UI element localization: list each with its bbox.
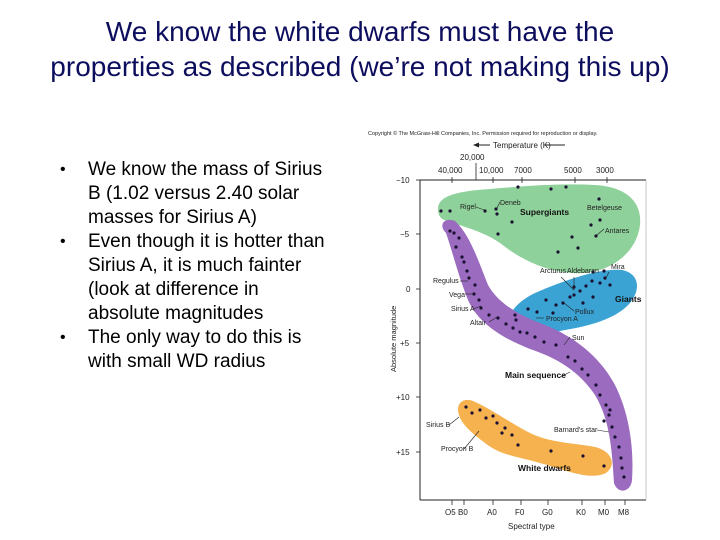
spectral-tick-b0: B0 xyxy=(458,508,468,517)
main-sequence-label: Main sequence xyxy=(505,370,566,380)
main-sequence-region xyxy=(442,219,633,491)
y-tick-plus10: +10 xyxy=(396,393,410,402)
star-label-aldebaran: Aldebaran xyxy=(567,268,599,275)
spectral-tick-f0: F0 xyxy=(515,508,525,517)
star-label-procyon-b: Procyon B xyxy=(441,446,474,453)
star-label-procyon-a: Procyon A xyxy=(546,316,578,323)
supergiants-label: Supergiants xyxy=(520,207,569,217)
star-label-sirius-b: Sirius B xyxy=(426,422,450,429)
star-label-betelgeuse: Betelgeuse xyxy=(587,205,622,212)
star-label-arcturus: Arcturus xyxy=(540,268,567,275)
star-dots xyxy=(439,185,626,479)
spectral-tick-g0: G0 xyxy=(542,508,553,517)
y-ticks xyxy=(416,179,420,453)
star-label-deneb: Deneb xyxy=(500,200,521,207)
spectral-tick-o5: O5 xyxy=(445,508,456,517)
bullet-item: We know the mass of Sirius B (1.02 versu… xyxy=(54,158,334,230)
temperature-axis-label: Temperature (K) xyxy=(493,141,551,150)
temp-tick-5000: 5000 xyxy=(564,166,582,175)
bullet-item: The only way to do this is with small WD… xyxy=(54,326,334,374)
arrow-head-icon xyxy=(473,142,479,148)
star-label-altair: Altair xyxy=(470,320,487,327)
giants-label: Giants xyxy=(615,294,642,304)
star-label-rigel: Rigel xyxy=(460,204,476,211)
star-label-mira: Mira xyxy=(611,264,625,271)
supergiants-region xyxy=(438,184,641,274)
x-axis-label: Spectral type xyxy=(508,522,555,531)
star-label-antares: Antares xyxy=(605,228,630,235)
y-tick-minus10: −10 xyxy=(396,176,410,185)
bullet-list: We know the mass of Sirius B (1.02 versu… xyxy=(54,158,334,374)
star-label-regulus: Regulus xyxy=(433,278,459,285)
star-label-sun: Sun xyxy=(572,335,585,342)
spectral-tick-a0: A0 xyxy=(487,508,497,517)
y-tick-plus5: +5 xyxy=(400,339,410,348)
copyright-notice: Copyright © The McGraw-Hill Companies, I… xyxy=(368,130,598,137)
y-tick-0: 0 xyxy=(406,285,411,294)
white-dwarfs-label: White dwarfs xyxy=(518,463,571,473)
spectral-tick-k0: K0 xyxy=(576,508,586,517)
slide-title: We know the white dwarfs must have the p… xyxy=(50,16,670,82)
top-ticks xyxy=(451,177,608,183)
star-label-sirius-a: Sirius A xyxy=(451,306,475,313)
spectral-tick-m0: M0 xyxy=(598,508,610,517)
temp-tick-7000: 7000 xyxy=(514,166,532,175)
temp-tick-3000: 3000 xyxy=(596,166,614,175)
x-ticks xyxy=(451,500,626,505)
spectral-tick-m8: M8 xyxy=(618,508,630,517)
temp-tick-10000: 10,000 xyxy=(479,166,504,175)
bullet-item: Even though it is hotter than Sirius A, … xyxy=(54,230,334,326)
hr-diagram: Copyright © The McGraw-Hill Companies, I… xyxy=(368,130,647,531)
giants-region xyxy=(507,269,637,339)
y-axis-label: Absolute magnitude xyxy=(389,306,398,372)
temp-tick-20000: 20,000 xyxy=(460,153,485,162)
y-tick-minus5: −5 xyxy=(400,230,410,239)
star-label-pollux: Pollux xyxy=(575,309,595,316)
star-label-vega: Vega xyxy=(449,292,465,299)
y-tick-plus15: +15 xyxy=(396,448,410,457)
leader-lines xyxy=(448,201,610,450)
white-dwarfs-region xyxy=(457,399,612,476)
star-label-barnards-star: Barnard's star xyxy=(554,427,598,434)
temp-tick-40000: 40,000 xyxy=(438,166,463,175)
